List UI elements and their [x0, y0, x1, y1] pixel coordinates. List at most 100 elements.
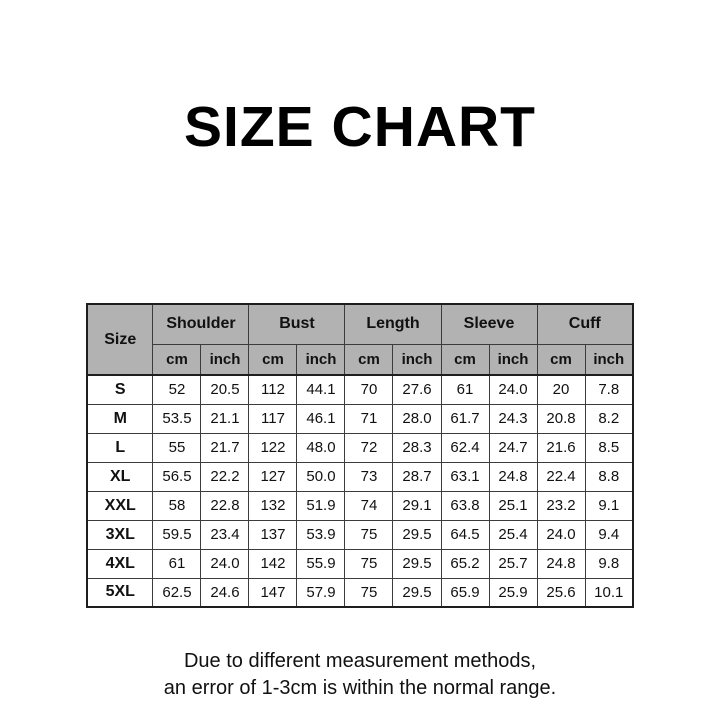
cell-shoulder-cm: 62.5	[152, 577, 202, 608]
cell-bust-cm: 147	[248, 577, 298, 608]
cell-length-cm: 75	[344, 548, 394, 579]
group-header-cuff: Cuff	[536, 303, 634, 345]
table-row: 5XL 62.5 24.6 147 57.9 75 29.5 65.9 25.9…	[86, 577, 634, 608]
disclaimer-line-2: an error of 1-3cm is within the normal r…	[163, 677, 557, 699]
cell-length-inch: 29.1	[392, 490, 442, 521]
size-column-header: Size	[86, 303, 154, 376]
size-label: M	[86, 403, 154, 434]
cell-cuff-cm: 22.4	[536, 461, 586, 492]
size-label: XXL	[86, 490, 154, 521]
cell-length-cm: 70	[344, 374, 394, 405]
cell-cuff-inch: 8.2	[584, 403, 634, 434]
cell-sleeve-cm: 63.1	[440, 461, 490, 492]
cell-bust-inch: 50.0	[296, 461, 346, 492]
cell-sleeve-cm: 63.8	[440, 490, 490, 521]
size-label: L	[86, 432, 154, 463]
cell-cuff-cm: 23.2	[536, 490, 586, 521]
cell-shoulder-inch: 22.8	[200, 490, 250, 521]
cell-shoulder-cm: 61	[152, 548, 202, 579]
cell-length-inch: 28.7	[392, 461, 442, 492]
cell-shoulder-cm: 53.5	[152, 403, 202, 434]
cell-length-inch: 28.3	[392, 432, 442, 463]
cell-bust-cm: 137	[248, 519, 298, 550]
cell-cuff-cm: 24.8	[536, 548, 586, 579]
cell-bust-cm: 122	[248, 432, 298, 463]
cell-shoulder-cm: 52	[152, 374, 202, 405]
cell-sleeve-cm: 62.4	[440, 432, 490, 463]
cell-sleeve-cm: 64.5	[440, 519, 490, 550]
unit-header-row: cm inch cm inch cm inch cm inch cm inch	[87, 343, 634, 376]
group-header-row: Size Shoulder Bust Length Sleeve Cuff	[86, 303, 634, 376]
cell-bust-cm: 127	[248, 461, 298, 492]
group-header-shoulder: Shoulder	[152, 303, 250, 345]
cell-sleeve-cm: 65.9	[440, 577, 490, 608]
cell-cuff-inch: 10.1	[584, 577, 634, 608]
cell-shoulder-cm: 56.5	[152, 461, 202, 492]
unit-header-cuff-cm: cm	[536, 343, 586, 376]
cell-cuff-cm: 24.0	[536, 519, 586, 550]
unit-header-sleeve-cm: cm	[440, 343, 490, 376]
cell-sleeve-cm: 61.7	[440, 403, 490, 434]
group-header-length: Length	[344, 303, 442, 345]
cell-sleeve-inch: 24.8	[488, 461, 538, 492]
cell-shoulder-inch: 24.6	[200, 577, 250, 608]
cell-bust-cm: 142	[248, 548, 298, 579]
cell-bust-cm: 132	[248, 490, 298, 521]
table-row: XL 56.5 22.2 127 50.0 73 28.7 63.1 24.8 …	[86, 461, 634, 492]
cell-sleeve-inch: 25.1	[488, 490, 538, 521]
unit-header-bust-inch: inch	[296, 343, 346, 376]
cell-sleeve-cm: 65.2	[440, 548, 490, 579]
cell-shoulder-cm: 59.5	[152, 519, 202, 550]
table-body: S 52 20.5 112 44.1 70 27.6 61 24.0 20 7.…	[86, 374, 634, 608]
cell-sleeve-inch: 24.7	[488, 432, 538, 463]
cell-cuff-cm: 21.6	[536, 432, 586, 463]
cell-shoulder-inch: 24.0	[200, 548, 250, 579]
cell-bust-inch: 51.9	[296, 490, 346, 521]
cell-cuff-inch: 9.1	[584, 490, 634, 521]
unit-header-length-cm: cm	[344, 343, 394, 376]
cell-cuff-cm: 25.6	[536, 577, 586, 608]
cell-sleeve-cm: 61	[440, 374, 490, 405]
cell-length-inch: 29.5	[392, 548, 442, 579]
unit-header-shoulder-inch: inch	[200, 343, 250, 376]
cell-length-cm: 75	[344, 577, 394, 608]
unit-header-length-inch: inch	[392, 343, 442, 376]
size-label: 3XL	[86, 519, 154, 550]
cell-cuff-inch: 9.4	[584, 519, 634, 550]
cell-length-inch: 29.5	[392, 577, 442, 608]
cell-shoulder-inch: 21.7	[200, 432, 250, 463]
cell-cuff-cm: 20.8	[536, 403, 586, 434]
cell-sleeve-inch: 25.7	[488, 548, 538, 579]
cell-bust-inch: 57.9	[296, 577, 346, 608]
cell-shoulder-cm: 58	[152, 490, 202, 521]
disclaimer-text: Due to different measurement methods, an…	[0, 648, 720, 702]
size-label: 4XL	[86, 548, 154, 579]
cell-length-inch: 27.6	[392, 374, 442, 405]
cell-bust-inch: 55.9	[296, 548, 346, 579]
unit-header-bust-cm: cm	[248, 343, 298, 376]
cell-shoulder-inch: 20.5	[200, 374, 250, 405]
cell-shoulder-inch: 23.4	[200, 519, 250, 550]
cell-cuff-cm: 20	[536, 374, 586, 405]
cell-sleeve-inch: 25.4	[488, 519, 538, 550]
cell-cuff-inch: 7.8	[584, 374, 634, 405]
table-row: XXL 58 22.8 132 51.9 74 29.1 63.8 25.1 2…	[86, 490, 634, 521]
cell-sleeve-inch: 25.9	[488, 577, 538, 608]
cell-bust-cm: 112	[248, 374, 298, 405]
cell-sleeve-inch: 24.0	[488, 374, 538, 405]
cell-length-inch: 28.0	[392, 403, 442, 434]
size-label: XL	[86, 461, 154, 492]
cell-bust-inch: 46.1	[296, 403, 346, 434]
table-row: M 53.5 21.1 117 46.1 71 28.0 61.7 24.3 2…	[86, 403, 634, 434]
disclaimer-line-1: Due to different measurement methods,	[183, 650, 537, 672]
cell-shoulder-inch: 21.1	[200, 403, 250, 434]
cell-length-cm: 74	[344, 490, 394, 521]
cell-bust-inch: 48.0	[296, 432, 346, 463]
table-header: Size Shoulder Bust Length Sleeve Cuff cm…	[86, 303, 634, 376]
cell-shoulder-inch: 22.2	[200, 461, 250, 492]
size-chart-table: Size Shoulder Bust Length Sleeve Cuff cm…	[85, 303, 635, 608]
cell-bust-cm: 117	[248, 403, 298, 434]
page-title: SIZE CHART	[184, 95, 536, 159]
unit-header-sleeve-inch: inch	[488, 343, 538, 376]
